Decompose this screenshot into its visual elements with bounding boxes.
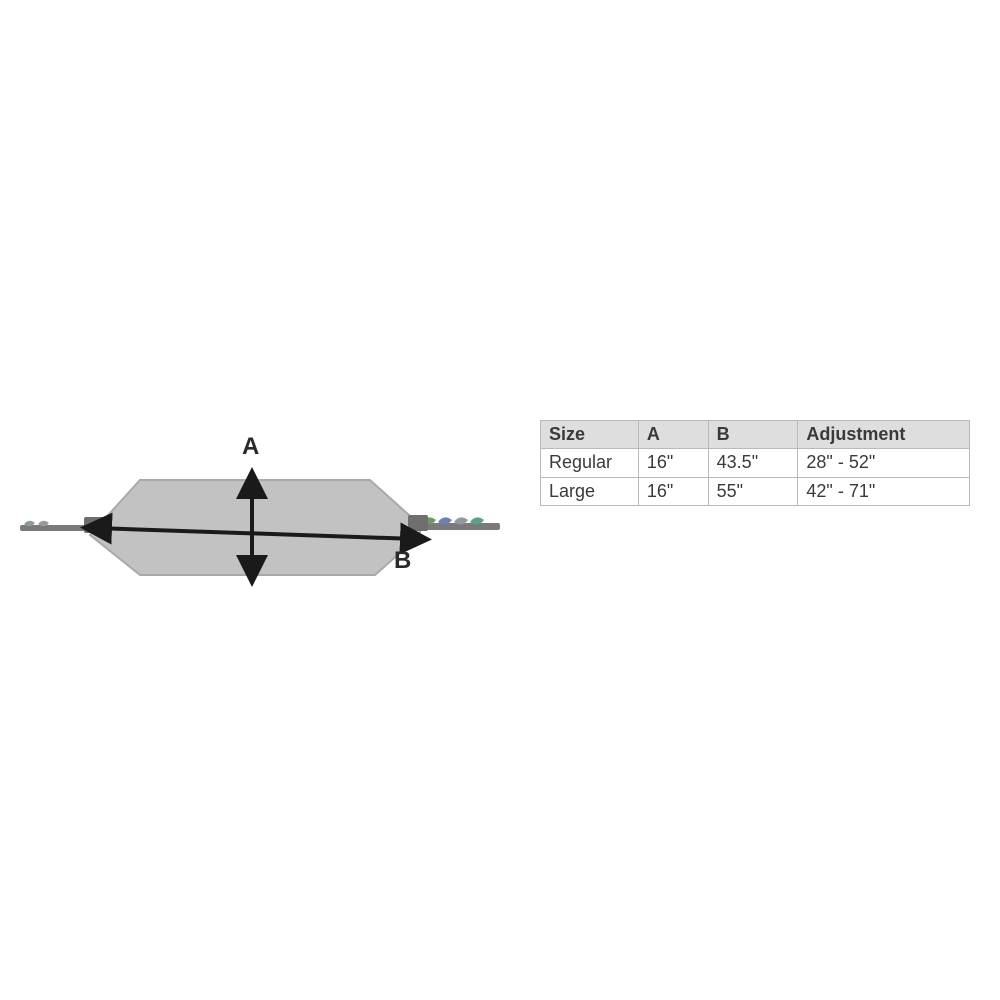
cell-adj: 42" - 71" [798,477,970,505]
diagram-svg [20,435,500,605]
col-size: Size [541,421,639,449]
cell-size: Regular [541,449,639,477]
cell-b: 43.5" [708,449,798,477]
col-b: B [708,421,798,449]
label-b: B [394,547,411,575]
cell-a: 16" [638,477,708,505]
label-a: A [242,433,259,461]
cell-adj: 28" - 52" [798,449,970,477]
tab-left [84,517,104,533]
table-header-row: Size A B Adjustment [541,421,970,449]
table-row: Regular 16" 43.5" 28" - 52" [541,449,970,477]
figure-stage: A B Size A B Adjustment Regular 16" 43.5… [0,0,1000,1000]
table-row: Large 16" 55" 42" - 71" [541,477,970,505]
col-adjustment: Adjustment [798,421,970,449]
size-table-wrap: Size A B Adjustment Regular 16" 43.5" 28… [540,420,970,506]
cell-size: Large [541,477,639,505]
cell-b: 55" [708,477,798,505]
size-table: Size A B Adjustment Regular 16" 43.5" 28… [540,420,970,506]
product-diagram: A B [20,435,500,605]
col-a: A [638,421,708,449]
tab-right [408,515,428,531]
cell-a: 16" [638,449,708,477]
